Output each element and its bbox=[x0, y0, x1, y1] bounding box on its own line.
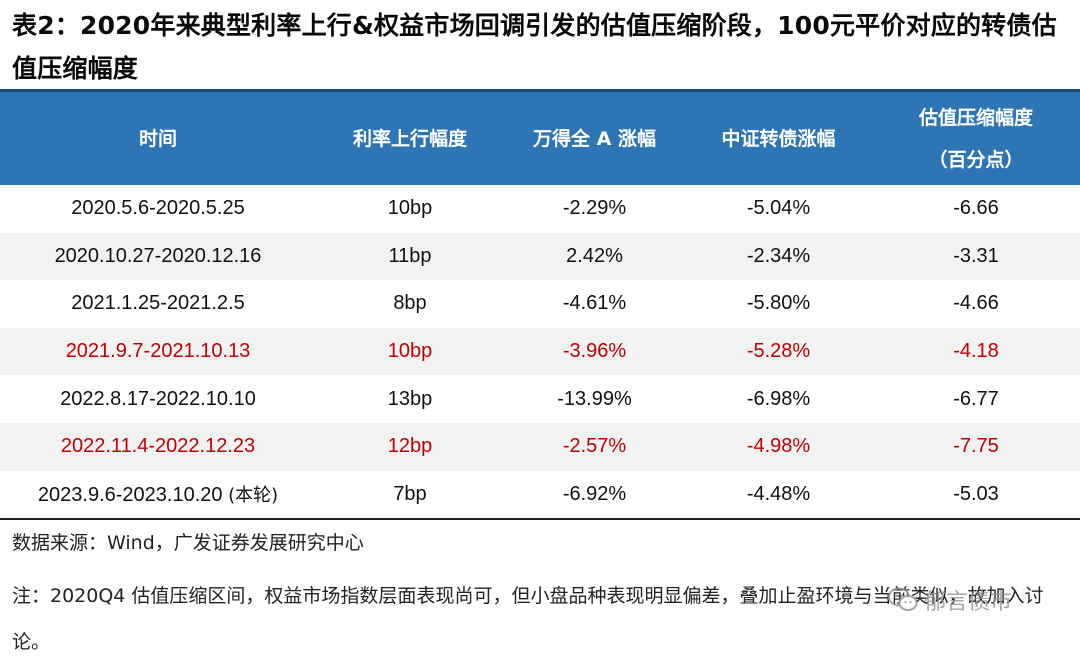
cb-index-cell: -5.80% bbox=[685, 280, 872, 328]
table-row: 2020.10.27-2020.12.16 11bp 2.42% -2.34% -3.3… bbox=[0, 232, 1080, 281]
table-row: 2020.5.6-2020.5.25 10bp -2.29% -5.04% -6.66 bbox=[0, 185, 1080, 233]
rate-rise-cell: 10bp bbox=[316, 327, 504, 376]
compression-cell-value: -3.31 bbox=[953, 244, 999, 267]
table-title: 表2：2020年来典型利率上行&权益市场回调引发的估值压缩阶段，100元平价对应… bbox=[12, 11, 1057, 83]
rate-rise-cell-value: 8bp bbox=[393, 292, 427, 315]
period-note: (本轮) bbox=[228, 485, 279, 507]
table-row: 2021.9.7-2021.10.13 10bp -3.96% -5.28% -4.18 bbox=[0, 327, 1080, 376]
remark-note: 注：2020Q4 估值压缩区间，权益市场指数层面表现尚可，但小盘品种表现明显偏差… bbox=[12, 585, 1044, 653]
rate-rise-cell-value: 7bp bbox=[393, 482, 427, 505]
period-cell-value: 2020.10.27-2020.12.16 bbox=[54, 244, 262, 267]
rate-rise-cell: 11bp bbox=[316, 232, 504, 281]
table-row: 2023.9.6-2023.10.20 (本轮) 7bp -6.92% -4.48% -… bbox=[0, 471, 1080, 519]
compression-cell-value: -4.18 bbox=[953, 340, 999, 363]
cb-index-cell: -4.48% bbox=[685, 471, 872, 519]
watermark: 郁言债市 bbox=[888, 583, 1012, 617]
header-rate-rise: 利率上行幅度 bbox=[316, 92, 504, 185]
cb-index-cell-value: -4.98% bbox=[746, 435, 811, 458]
table-row: 2022.11.4-2022.12.23 12bp -2.57% -4.98% -7.7… bbox=[0, 422, 1080, 471]
compression-cell-value: -5.03 bbox=[953, 482, 999, 505]
cb-index-cell: -6.98% bbox=[685, 375, 872, 423]
rate-rise-cell-value: 10bp bbox=[387, 197, 433, 220]
header-period: 时间 bbox=[0, 92, 316, 185]
period-cell: 2020.5.6-2020.5.25 bbox=[0, 185, 316, 233]
period-cell-value: 2022.11.4-2022.12.23 bbox=[60, 435, 256, 458]
period-cell: 2021.1.25-2021.2.5 bbox=[0, 280, 316, 328]
period-cell-value: 2021.9.7-2021.10.13 bbox=[65, 340, 251, 363]
wechat-icon bbox=[888, 587, 918, 613]
header-wind-all-a: 万得全 A 涨幅 bbox=[504, 92, 685, 185]
cb-index-cell-value: -5.80% bbox=[746, 292, 811, 315]
wind-all-a-cell-value: -13.99% bbox=[557, 387, 632, 410]
cb-index-cell-value: -4.48% bbox=[746, 482, 811, 505]
compression-cell: -6.66 bbox=[872, 185, 1080, 233]
compression-cell-value: -4.66 bbox=[953, 292, 999, 315]
wind-all-a-cell-value: -3.96% bbox=[562, 340, 627, 363]
table-bottom-rule bbox=[0, 518, 1080, 520]
rate-rise-cell: 8bp bbox=[316, 280, 504, 328]
rate-rise-cell-value: 13bp bbox=[387, 387, 433, 410]
period-cell: 2023.9.6-2023.10.20 (本轮) bbox=[0, 471, 316, 519]
wind-all-a-cell: 2.42% bbox=[504, 232, 685, 281]
wind-all-a-cell: -4.61% bbox=[504, 280, 685, 328]
rate-rise-cell-value: 11bp bbox=[388, 244, 432, 267]
cb-index-cell-value: -5.04% bbox=[746, 197, 811, 220]
header-compression-unit: （百分点） bbox=[928, 148, 1024, 171]
cb-index-cell-value: -5.28% bbox=[746, 340, 811, 363]
source-note: 数据来源：Wind，广发证券发展研究中心 bbox=[12, 532, 364, 554]
valuation-compression-table: 时间 利率上行幅度 万得全 A 涨幅 中证转债涨幅 估值压缩幅度 （百分点） 2… bbox=[0, 92, 1080, 518]
cb-index-cell-value: -6.98% bbox=[746, 387, 811, 410]
rate-rise-cell: 7bp bbox=[316, 471, 504, 519]
table-top-rule bbox=[0, 89, 1080, 92]
header-compression-label: 估值压缩幅度 bbox=[918, 106, 1033, 129]
cb-index-cell: -2.34% bbox=[685, 232, 872, 281]
rate-rise-cell-value: 10bp bbox=[387, 340, 433, 363]
table-body: 2020.5.6-2020.5.25 10bp -2.29% -5.04% -6.66 2… bbox=[0, 185, 1080, 518]
header-cb-index: 中证转债涨幅 bbox=[685, 92, 872, 185]
compression-cell-value: -6.77 bbox=[953, 387, 999, 410]
wind-all-a-cell: -3.96% bbox=[504, 327, 685, 376]
period-cell: 2022.11.4-2022.12.23 bbox=[0, 422, 316, 471]
table-header-row: 时间 利率上行幅度 万得全 A 涨幅 中证转债涨幅 估值压缩幅度 （百分点） bbox=[0, 92, 1080, 185]
wind-all-a-cell: -6.92% bbox=[504, 471, 685, 519]
cb-index-cell-value: -2.34% bbox=[746, 244, 811, 267]
period-cell: 2022.8.17-2022.10.10 bbox=[0, 375, 316, 423]
wind-all-a-cell: -13.99% bbox=[504, 375, 685, 423]
wind-all-a-cell-value: -4.61% bbox=[562, 292, 627, 315]
wind-all-a-cell-value: -2.57% bbox=[562, 435, 627, 458]
compression-cell: -3.31 bbox=[872, 232, 1080, 281]
period-cell-value: 2023.9.6-2023.10.20 bbox=[37, 484, 223, 507]
rate-rise-cell-value: 12bp bbox=[387, 435, 433, 458]
table-row: 2021.1.25-2021.2.5 8bp -4.61% -5.80% -4.66 bbox=[0, 280, 1080, 328]
header-compression: 估值压缩幅度 （百分点） bbox=[872, 92, 1080, 185]
period-cell-value: 2022.8.17-2022.10.10 bbox=[60, 387, 256, 410]
period-cell-value: 2021.1.25-2021.2.5 bbox=[71, 292, 245, 315]
wind-all-a-cell-value: -2.29% bbox=[562, 197, 627, 220]
period-cell-value: 2020.5.6-2020.5.25 bbox=[71, 197, 245, 220]
compression-cell: -6.77 bbox=[872, 375, 1080, 423]
period-cell: 2021.9.7-2021.10.13 bbox=[0, 327, 316, 376]
wind-all-a-cell-value: -6.92% bbox=[562, 482, 627, 505]
compression-cell-value: -6.66 bbox=[953, 197, 999, 220]
compression-cell: -5.03 bbox=[872, 471, 1080, 519]
compression-cell-value: -7.75 bbox=[953, 435, 999, 458]
period-cell: 2020.10.27-2020.12.16 bbox=[0, 232, 316, 281]
table-row: 2022.8.17-2022.10.10 13bp -13.99% -6.98% -6.… bbox=[0, 375, 1080, 423]
compression-cell: -7.75 bbox=[872, 422, 1080, 471]
wind-all-a-cell: -2.29% bbox=[504, 185, 685, 233]
watermark-text: 郁言债市 bbox=[924, 590, 1013, 615]
wind-all-a-cell: -2.57% bbox=[504, 422, 685, 471]
cb-index-cell: -5.28% bbox=[685, 327, 872, 376]
compression-cell: -4.18 bbox=[872, 327, 1080, 376]
rate-rise-cell: 12bp bbox=[316, 422, 504, 471]
wind-all-a-cell-value: 2.42% bbox=[566, 244, 623, 267]
cb-index-cell: -5.04% bbox=[685, 185, 872, 233]
compression-cell: -4.66 bbox=[872, 280, 1080, 328]
cb-index-cell: -4.98% bbox=[685, 422, 872, 471]
rate-rise-cell: 13bp bbox=[316, 375, 504, 423]
rate-rise-cell: 10bp bbox=[316, 185, 504, 233]
